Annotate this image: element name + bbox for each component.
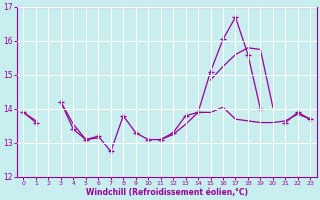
X-axis label: Windchill (Refroidissement éolien,°C): Windchill (Refroidissement éolien,°C): [86, 188, 248, 197]
